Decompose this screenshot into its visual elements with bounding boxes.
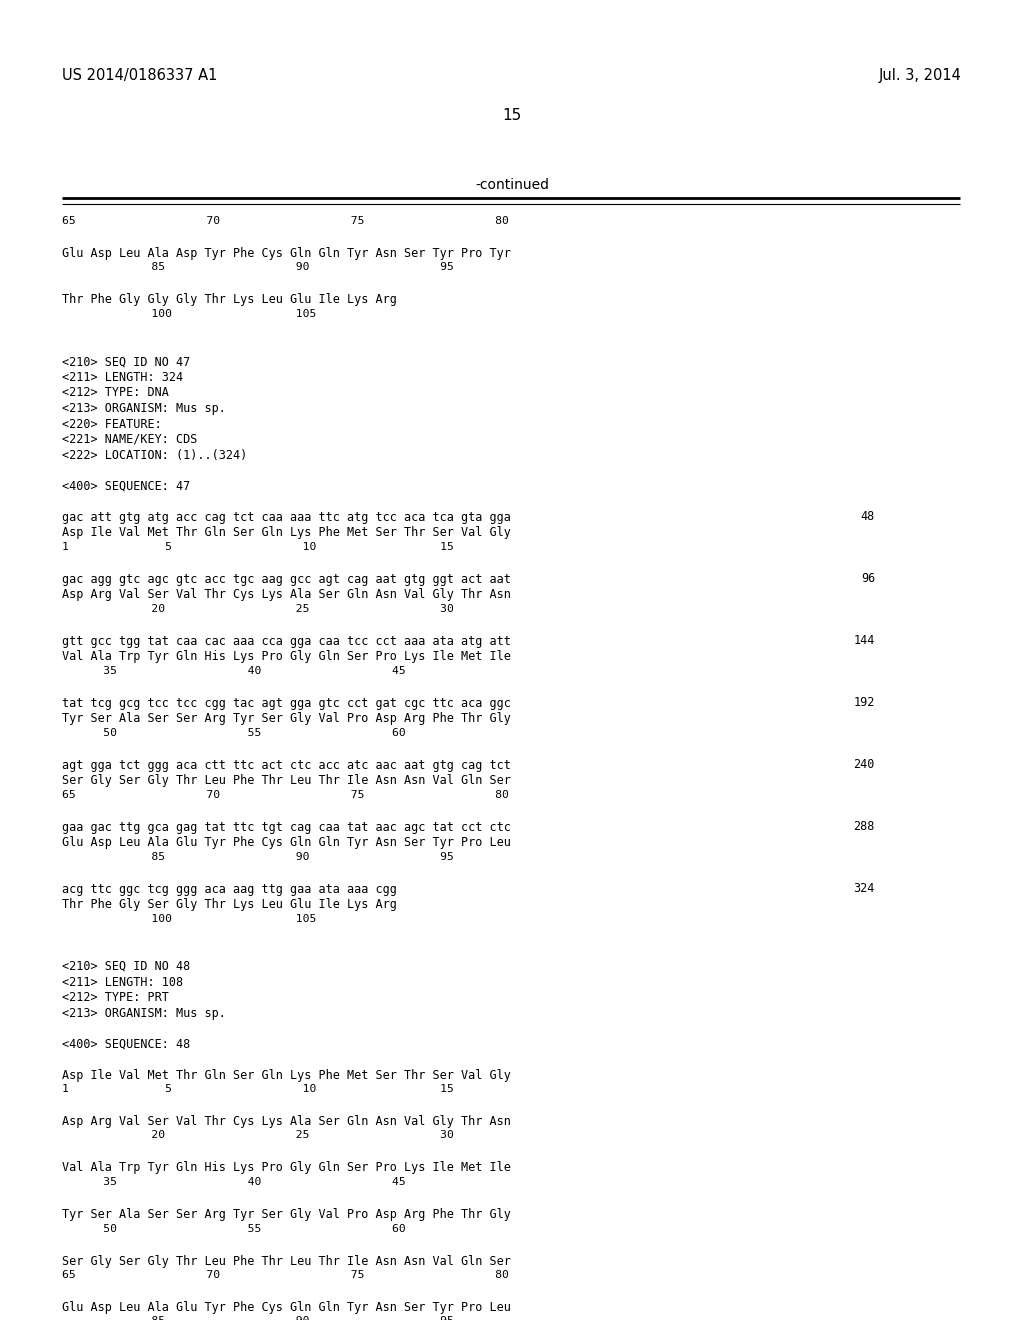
Text: <212> TYPE: PRT: <212> TYPE: PRT xyxy=(62,991,169,1005)
Text: 288: 288 xyxy=(854,821,874,833)
Text: 240: 240 xyxy=(854,759,874,771)
Text: 35                   40                   45: 35 40 45 xyxy=(62,665,406,676)
Text: gac att gtg atg acc cag tct caa aaa ttc atg tcc aca tca gta gga: gac att gtg atg acc cag tct caa aaa ttc … xyxy=(62,511,511,524)
Text: 96: 96 xyxy=(861,573,874,586)
Text: 85                   90                   95: 85 90 95 xyxy=(62,1316,454,1320)
Text: 65                   70                   75                   80: 65 70 75 80 xyxy=(62,1270,509,1280)
Text: <220> FEATURE:: <220> FEATURE: xyxy=(62,417,162,430)
Text: <211> LENGTH: 324: <211> LENGTH: 324 xyxy=(62,371,183,384)
Text: Ser Gly Ser Gly Thr Leu Phe Thr Leu Thr Ile Asn Asn Val Gln Ser: Ser Gly Ser Gly Thr Leu Phe Thr Leu Thr … xyxy=(62,1254,511,1267)
Text: 48: 48 xyxy=(861,511,874,524)
Text: 50                   55                   60: 50 55 60 xyxy=(62,1224,406,1233)
Text: Tyr Ser Ala Ser Ser Arg Tyr Ser Gly Val Pro Asp Arg Phe Thr Gly: Tyr Ser Ala Ser Ser Arg Tyr Ser Gly Val … xyxy=(62,711,511,725)
Text: gtt gcc tgg tat caa cac aaa cca gga caa tcc cct aaa ata atg att: gtt gcc tgg tat caa cac aaa cca gga caa … xyxy=(62,635,511,648)
Text: Thr Phe Gly Gly Gly Thr Lys Leu Glu Ile Lys Arg: Thr Phe Gly Gly Gly Thr Lys Leu Glu Ile … xyxy=(62,293,397,306)
Text: <222> LOCATION: (1)..(324): <222> LOCATION: (1)..(324) xyxy=(62,449,247,462)
Text: 100                  105: 100 105 xyxy=(62,913,316,924)
Text: US 2014/0186337 A1: US 2014/0186337 A1 xyxy=(62,69,217,83)
Text: 144: 144 xyxy=(854,635,874,648)
Text: 20                   25                   30: 20 25 30 xyxy=(62,603,454,614)
Text: tat tcg gcg tcc tcc cgg tac agt gga gtc cct gat cgc ttc aca ggc: tat tcg gcg tcc tcc cgg tac agt gga gtc … xyxy=(62,697,511,710)
Text: 65                   70                   75                   80: 65 70 75 80 xyxy=(62,216,509,226)
Text: Val Ala Trp Tyr Gln His Lys Pro Gly Gln Ser Pro Lys Ile Met Ile: Val Ala Trp Tyr Gln His Lys Pro Gly Gln … xyxy=(62,1162,511,1175)
Text: Tyr Ser Ala Ser Ser Arg Tyr Ser Gly Val Pro Asp Arg Phe Thr Gly: Tyr Ser Ala Ser Ser Arg Tyr Ser Gly Val … xyxy=(62,1208,511,1221)
Text: <212> TYPE: DNA: <212> TYPE: DNA xyxy=(62,387,169,400)
Text: 35                   40                   45: 35 40 45 xyxy=(62,1177,406,1187)
Text: gac agg gtc agc gtc acc tgc aag gcc agt cag aat gtg ggt act aat: gac agg gtc agc gtc acc tgc aag gcc agt … xyxy=(62,573,511,586)
Text: Asp Arg Val Ser Val Thr Cys Lys Ala Ser Gln Asn Val Gly Thr Asn: Asp Arg Val Ser Val Thr Cys Lys Ala Ser … xyxy=(62,1115,511,1129)
Text: <210> SEQ ID NO 47: <210> SEQ ID NO 47 xyxy=(62,355,190,368)
Text: <400> SEQUENCE: 48: <400> SEQUENCE: 48 xyxy=(62,1038,190,1051)
Text: 85                   90                   95: 85 90 95 xyxy=(62,851,454,862)
Text: 50                   55                   60: 50 55 60 xyxy=(62,727,406,738)
Text: <210> SEQ ID NO 48: <210> SEQ ID NO 48 xyxy=(62,960,190,973)
Text: Val Ala Trp Tyr Gln His Lys Pro Gly Gln Ser Pro Lys Ile Met Ile: Val Ala Trp Tyr Gln His Lys Pro Gly Gln … xyxy=(62,649,511,663)
Text: 15: 15 xyxy=(503,108,521,123)
Text: Glu Asp Leu Ala Asp Tyr Phe Cys Gln Gln Tyr Asn Ser Tyr Pro Tyr: Glu Asp Leu Ala Asp Tyr Phe Cys Gln Gln … xyxy=(62,247,511,260)
Text: Glu Asp Leu Ala Glu Tyr Phe Cys Gln Gln Tyr Asn Ser Tyr Pro Leu: Glu Asp Leu Ala Glu Tyr Phe Cys Gln Gln … xyxy=(62,836,511,849)
Text: agt gga tct ggg aca ctt ttc act ctc acc atc aac aat gtg cag tct: agt gga tct ggg aca ctt ttc act ctc acc … xyxy=(62,759,511,771)
Text: <221> NAME/KEY: CDS: <221> NAME/KEY: CDS xyxy=(62,433,198,446)
Text: Thr Phe Gly Ser Gly Thr Lys Leu Glu Ile Lys Arg: Thr Phe Gly Ser Gly Thr Lys Leu Glu Ile … xyxy=(62,898,397,911)
Text: 192: 192 xyxy=(854,697,874,710)
Text: Asp Arg Val Ser Val Thr Cys Lys Ala Ser Gln Asn Val Gly Thr Asn: Asp Arg Val Ser Val Thr Cys Lys Ala Ser … xyxy=(62,587,511,601)
Text: Asp Ile Val Met Thr Gln Ser Gln Lys Phe Met Ser Thr Ser Val Gly: Asp Ile Val Met Thr Gln Ser Gln Lys Phe … xyxy=(62,525,511,539)
Text: <211> LENGTH: 108: <211> LENGTH: 108 xyxy=(62,975,183,989)
Text: 1              5                   10                  15: 1 5 10 15 xyxy=(62,1084,454,1094)
Text: 85                   90                   95: 85 90 95 xyxy=(62,263,454,272)
Text: acg ttc ggc tcg ggg aca aag ttg gaa ata aaa cgg: acg ttc ggc tcg ggg aca aag ttg gaa ata … xyxy=(62,883,397,895)
Text: 324: 324 xyxy=(854,883,874,895)
Text: gaa gac ttg gca gag tat ttc tgt cag caa tat aac agc tat cct ctc: gaa gac ttg gca gag tat ttc tgt cag caa … xyxy=(62,821,511,833)
Text: -continued: -continued xyxy=(475,178,549,191)
Text: <213> ORGANISM: Mus sp.: <213> ORGANISM: Mus sp. xyxy=(62,1006,226,1019)
Text: 1              5                   10                  15: 1 5 10 15 xyxy=(62,541,454,552)
Text: 65                   70                   75                   80: 65 70 75 80 xyxy=(62,789,509,800)
Text: Asp Ile Val Met Thr Gln Ser Gln Lys Phe Met Ser Thr Ser Val Gly: Asp Ile Val Met Thr Gln Ser Gln Lys Phe … xyxy=(62,1068,511,1081)
Text: 20                   25                   30: 20 25 30 xyxy=(62,1130,454,1140)
Text: Jul. 3, 2014: Jul. 3, 2014 xyxy=(880,69,962,83)
Text: 100                  105: 100 105 xyxy=(62,309,316,319)
Text: <400> SEQUENCE: 47: <400> SEQUENCE: 47 xyxy=(62,479,190,492)
Text: Ser Gly Ser Gly Thr Leu Phe Thr Leu Thr Ile Asn Asn Val Gln Ser: Ser Gly Ser Gly Thr Leu Phe Thr Leu Thr … xyxy=(62,774,511,787)
Text: <213> ORGANISM: Mus sp.: <213> ORGANISM: Mus sp. xyxy=(62,403,226,414)
Text: Glu Asp Leu Ala Glu Tyr Phe Cys Gln Gln Tyr Asn Ser Tyr Pro Leu: Glu Asp Leu Ala Glu Tyr Phe Cys Gln Gln … xyxy=(62,1302,511,1313)
